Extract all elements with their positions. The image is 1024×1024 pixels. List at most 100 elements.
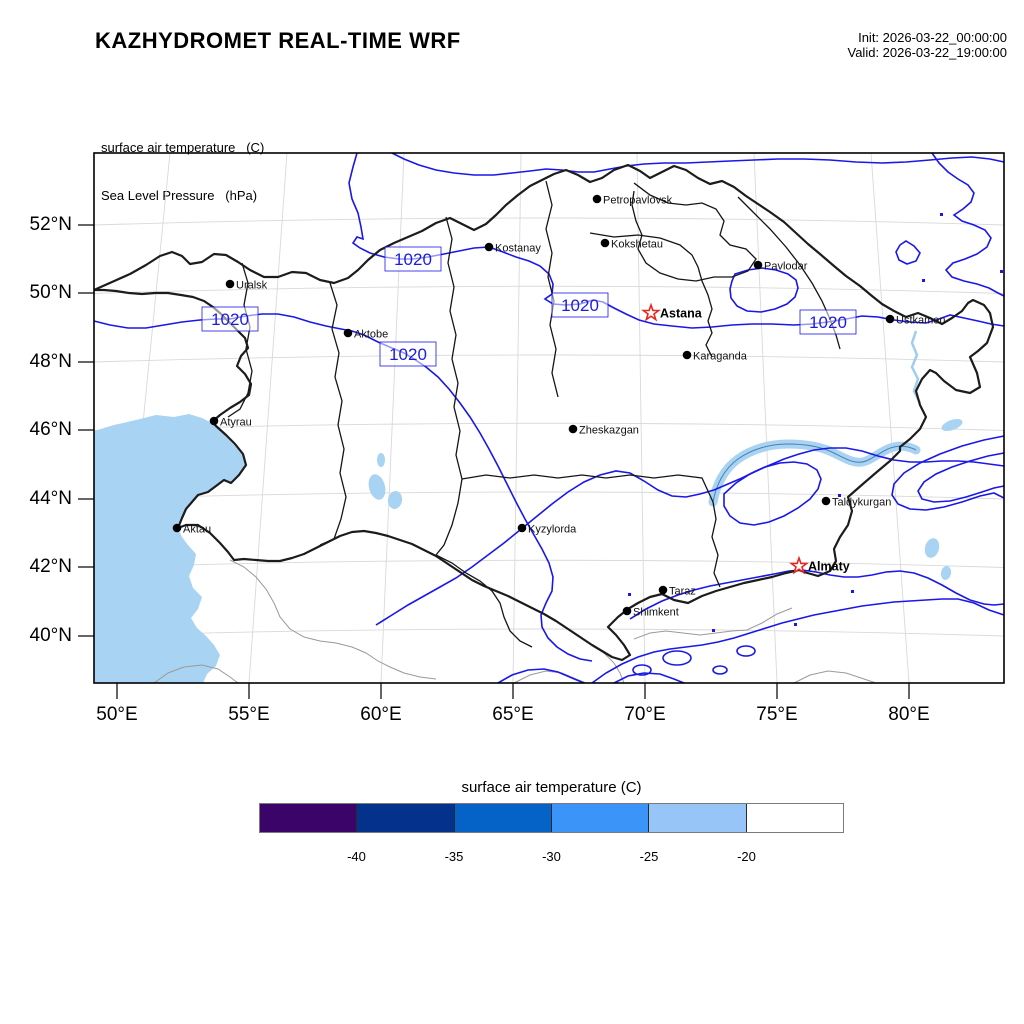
city-label: Petropavlovsk <box>603 195 673 207</box>
pressure-value: 1020 <box>394 250 432 269</box>
city-label: Atyrau <box>220 417 252 429</box>
city-label: Uralsk <box>236 280 268 292</box>
x-axis-label: 50°E <box>96 704 138 725</box>
star-icon <box>789 555 809 575</box>
water-bodies <box>94 330 963 683</box>
pressure-label: 1020 <box>551 292 609 318</box>
subtitle-pressure: Sea Level Pressure (hPa) <box>101 188 258 203</box>
axis-ticks-layer <box>78 224 910 699</box>
city-label: Zheskazgan <box>579 425 639 437</box>
y-axis-label: 46°N <box>29 419 72 440</box>
city-marker-kostanay: Kostanay <box>484 242 541 255</box>
city-label: Pavlodar <box>764 261 808 273</box>
y-axis-label: 48°N <box>29 351 72 372</box>
city-dot-icon <box>172 523 182 533</box>
city-marker-karaganda: Karaganda <box>682 350 748 363</box>
colorbar-segment <box>260 804 358 832</box>
lake-alakol <box>924 538 940 558</box>
city-label: Aktobe <box>354 329 388 341</box>
graticule <box>93 152 1005 684</box>
colorbar-tick-label: -30 <box>542 849 561 864</box>
city-marker-uralsk: Uralsk <box>225 280 268 292</box>
pressure-label: 1020 <box>384 246 442 272</box>
pressure-value: 1020 <box>389 345 427 364</box>
y-axis-label: 50°N <box>29 282 72 303</box>
city-marker-aktau: Aktau <box>172 523 211 536</box>
y-axis-label: 42°N <box>29 556 72 577</box>
city-marker-pavlodar: Pavlodar <box>753 261 808 273</box>
colorbar-segment <box>357 804 455 832</box>
city-dot-icon <box>622 606 632 616</box>
y-axis-label: 44°N <box>29 488 72 509</box>
page-title: KAZHYDROMET REAL-TIME WRF <box>95 28 461 53</box>
subtitle-temperature: surface air temperature (C) <box>101 140 265 155</box>
map-canvas: 1020 1020 1020 1020 1020 Petropavlovsk Kostan… <box>78 152 1005 699</box>
x-axis-label: 60°E <box>360 704 402 725</box>
city-label: Astana <box>660 307 703 321</box>
x-axis-label: 70°E <box>624 704 666 725</box>
city-marker-atyrau: Atyrau <box>209 416 252 429</box>
colorbar-tick-label: -35 <box>444 849 464 864</box>
city-marker-petropavlovsk: Petropavlovsk <box>592 194 673 207</box>
city-label: Taldykurgan <box>832 497 891 509</box>
city-dot-icon <box>682 350 692 360</box>
x-axis-label: 80°E <box>888 704 930 725</box>
x-axis-label: 65°E <box>492 704 534 725</box>
x-axis-label: 75°E <box>756 704 798 725</box>
valid-time: Valid: 2026-03-22_19:00:00 <box>847 45 1008 60</box>
colorbar-segment <box>551 804 650 832</box>
city-label: Almaty <box>808 560 850 574</box>
city-dot-icon <box>592 194 602 204</box>
colorbar-tick-label: -40 <box>347 849 366 864</box>
colorbar-segment <box>746 804 843 832</box>
caspian-sea <box>94 414 246 683</box>
aral-sea <box>368 474 386 500</box>
city-marker-taraz: Taraz <box>658 586 696 598</box>
pressure-value: 1020 <box>561 296 599 315</box>
city-marker-astana: Astana <box>641 302 703 322</box>
map-plot: 1020 1020 1020 1020 1020 Petropavlovsk Kostan… <box>78 152 1005 699</box>
city-dot-icon <box>517 523 527 533</box>
kazakhstan-border <box>93 163 995 662</box>
x-axis-label: 55°E <box>228 704 270 725</box>
city-dot-icon <box>600 238 610 248</box>
aral-fragment <box>377 453 385 467</box>
colorbar-tick-label: -20 <box>737 849 756 864</box>
irtysh-river <box>910 330 922 404</box>
aral-sea-east <box>387 491 403 509</box>
init-time: Init: 2026-03-22_00:00:00 <box>858 30 1007 45</box>
colorbar <box>259 803 844 833</box>
pressure-labels-layer: 1020 1020 1020 1020 1020 <box>201 246 857 367</box>
y-axis-label: 52°N <box>29 214 72 235</box>
city-dot-icon <box>568 424 578 434</box>
city-marker-ustkamen: Ustkamen <box>885 315 946 327</box>
city-marker-aktobe: Aktobe <box>343 328 388 341</box>
colorbar-segment <box>454 804 552 832</box>
colorbar-tick-label: -25 <box>639 849 659 864</box>
city-dot-icon <box>821 496 831 506</box>
y-axis-label: 40°N <box>29 625 72 646</box>
city-label: Kokshetau <box>611 239 663 251</box>
city-label: Kostanay <box>495 243 541 255</box>
lake-sasykkol <box>940 566 952 580</box>
city-label: Aktau <box>183 524 211 536</box>
city-dot-icon <box>343 328 353 338</box>
lake-balkhash-shore <box>712 443 917 503</box>
pressure-label: 1020 <box>201 306 259 332</box>
pressure-value: 1020 <box>211 310 249 329</box>
city-dot-icon <box>484 242 494 252</box>
oblast-borders <box>227 180 901 648</box>
city-label: Karaganda <box>693 351 748 363</box>
star-icon <box>641 302 661 322</box>
city-label: Taraz <box>669 586 696 598</box>
contour-specks <box>628 213 1003 632</box>
pressure-label: 1020 <box>379 341 437 367</box>
city-label: Ustkamen <box>896 315 946 327</box>
city-marker-kokshetau: Kokshetau <box>600 238 663 251</box>
city-dot-icon <box>209 416 219 426</box>
lake-zaysan <box>941 418 963 432</box>
city-marker-almaty: Almaty <box>789 555 850 575</box>
city-label: Kyzylorda <box>528 524 577 536</box>
model-run-stamp: Init: 2026-03-22_00:00:00 Valid: 2026-03… <box>848 30 1008 60</box>
